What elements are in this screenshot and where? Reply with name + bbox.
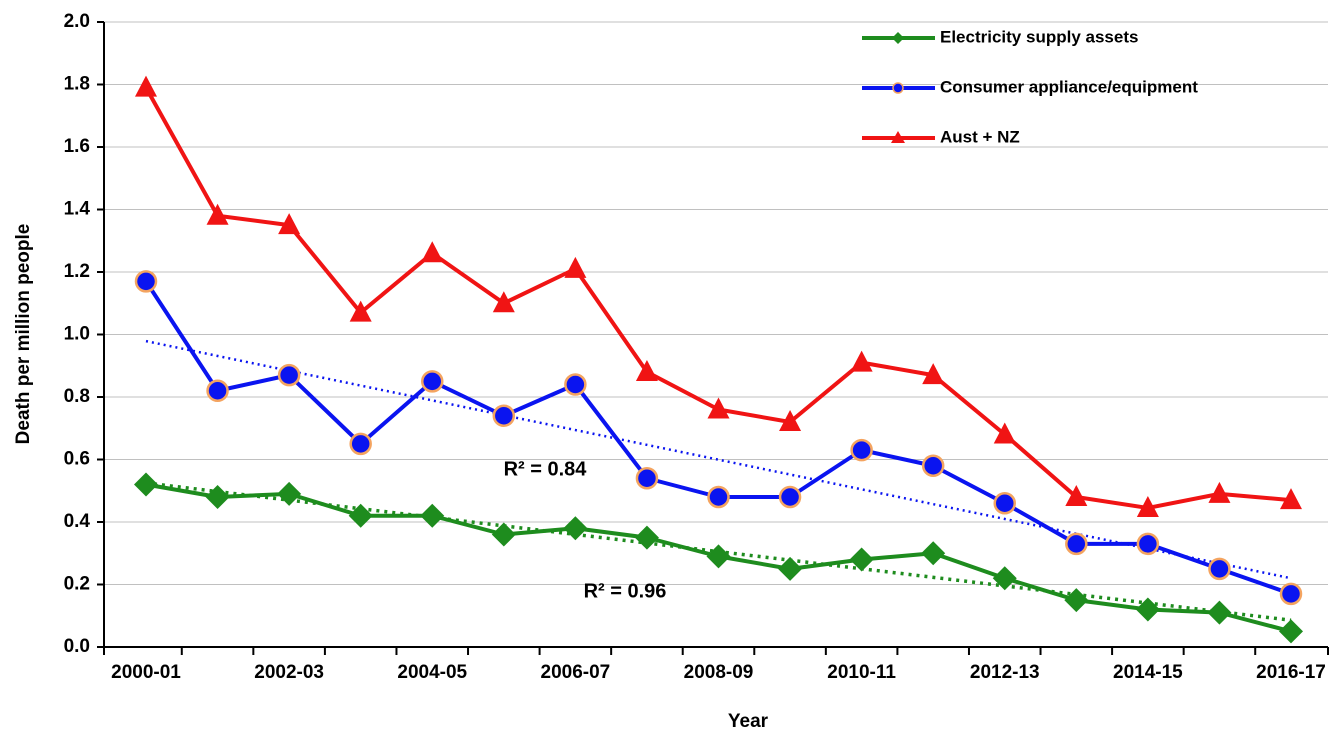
marker <box>779 410 802 431</box>
y-tick-label: 0.2 <box>64 574 90 595</box>
y-tick-label: 0.0 <box>64 636 90 657</box>
marker <box>1064 588 1089 613</box>
x-tick-label: 2016-17 <box>1256 662 1326 683</box>
marker <box>134 270 158 293</box>
marker <box>778 556 803 581</box>
marker <box>205 485 230 509</box>
marker <box>348 503 373 528</box>
x-tick-label: 2004-05 <box>397 662 467 683</box>
marker <box>993 422 1016 444</box>
marker <box>634 525 659 550</box>
marker <box>706 544 731 569</box>
marker <box>1208 481 1231 503</box>
marker <box>349 300 372 322</box>
marker <box>563 516 588 541</box>
marker <box>564 373 587 396</box>
legend-marker <box>892 32 904 44</box>
marker <box>349 432 372 456</box>
x-tick-label: 2000-01 <box>111 662 181 683</box>
marker <box>707 485 730 509</box>
marker <box>1135 597 1160 622</box>
marker <box>992 566 1017 591</box>
legend-label: Aust + NZ <box>940 127 1020 146</box>
y-tick-label: 1.0 <box>64 324 90 345</box>
marker <box>1280 488 1302 510</box>
marker <box>134 472 158 497</box>
marker <box>778 485 802 509</box>
marker <box>492 404 516 427</box>
series-line <box>144 86 1292 510</box>
marker <box>993 492 1016 515</box>
y-tick-label: 1.8 <box>64 74 90 95</box>
marker <box>849 547 874 572</box>
marker <box>421 241 444 263</box>
marker <box>277 481 302 506</box>
x-tick-label: 2002-03 <box>254 662 324 683</box>
y-tick-label: 0.8 <box>64 386 90 407</box>
x-tick-label: 2010-11 <box>827 662 896 683</box>
marker <box>921 541 946 566</box>
y-tick-label: 1.2 <box>64 261 90 282</box>
x-tick-label: 2012-13 <box>970 662 1040 683</box>
annotation: R² = 0.96 <box>584 580 667 602</box>
marker <box>1208 557 1231 581</box>
y-tick-label: 0.6 <box>64 449 90 470</box>
marker <box>707 397 730 419</box>
marker <box>206 203 229 225</box>
marker <box>492 291 515 313</box>
y-tick-label: 0.4 <box>64 511 91 532</box>
marker <box>1065 485 1088 506</box>
legend-label: Consumer appliance/equipment <box>940 77 1198 96</box>
y-tick-label: 1.4 <box>64 199 91 220</box>
marker <box>1279 619 1303 644</box>
marker <box>421 370 444 393</box>
marker <box>635 467 659 490</box>
legend-marker <box>891 131 905 143</box>
marker <box>1136 532 1160 556</box>
marker <box>1279 582 1303 606</box>
marker <box>206 379 229 402</box>
marker <box>1136 495 1159 517</box>
marker <box>921 454 945 477</box>
marker <box>277 363 301 387</box>
x-tick-label: 2014-15 <box>1113 662 1183 683</box>
x-tick-label: 2008-09 <box>684 662 754 683</box>
marker <box>635 360 658 381</box>
marker <box>1065 532 1088 556</box>
marker <box>420 503 445 528</box>
x-tick-label: 2006-07 <box>541 662 611 683</box>
legend-marker <box>892 82 904 94</box>
legend-label: Electricity supply assets <box>940 27 1138 46</box>
marker <box>922 363 945 385</box>
marker <box>564 256 587 278</box>
y-tick-label: 1.6 <box>64 136 90 157</box>
marker <box>850 438 873 462</box>
y-axis-label: Death per million people <box>13 224 34 445</box>
annotation: R² = 0.84 <box>504 458 588 480</box>
marker <box>850 350 873 372</box>
y-tick-label: 2.0 <box>64 11 90 32</box>
x-axis-label: Year <box>728 711 769 732</box>
marker <box>278 213 301 235</box>
marker <box>1207 600 1232 625</box>
marker <box>135 75 157 97</box>
marker <box>491 522 516 547</box>
